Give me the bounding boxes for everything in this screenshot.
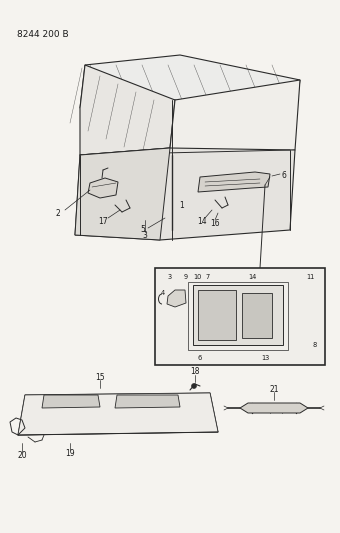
Text: 20: 20 [17, 451, 27, 461]
Polygon shape [115, 395, 180, 408]
Circle shape [191, 384, 197, 389]
Text: 10: 10 [193, 274, 201, 280]
Polygon shape [167, 290, 186, 307]
Text: 14: 14 [197, 217, 207, 227]
Text: 12: 12 [216, 302, 224, 308]
Text: 3: 3 [142, 231, 148, 240]
Text: 7: 7 [206, 274, 210, 280]
Polygon shape [240, 403, 308, 413]
Text: 4: 4 [161, 290, 165, 296]
Text: 5: 5 [140, 225, 146, 235]
Text: 8244 200 B: 8244 200 B [17, 30, 69, 39]
Text: 15: 15 [95, 373, 105, 382]
Bar [198, 290, 236, 340]
Text: 9: 9 [184, 274, 188, 280]
Bar [193, 285, 283, 345]
Text: 8: 8 [313, 342, 317, 348]
Polygon shape [18, 393, 218, 435]
Polygon shape [42, 395, 100, 408]
Text: 2: 2 [56, 208, 61, 217]
Text: 17: 17 [98, 216, 108, 225]
Polygon shape [80, 65, 175, 155]
Text: 14: 14 [248, 274, 256, 280]
Polygon shape [88, 178, 118, 198]
Text: 19: 19 [65, 449, 75, 458]
Text: 6: 6 [282, 172, 286, 181]
Polygon shape [75, 148, 170, 240]
Bar [155, 268, 325, 365]
Text: 11: 11 [306, 274, 314, 280]
Polygon shape [198, 172, 270, 192]
Text: 13: 13 [261, 355, 269, 361]
Polygon shape [170, 80, 300, 165]
Polygon shape [80, 55, 300, 115]
Text: 1: 1 [180, 200, 184, 209]
Text: 6: 6 [198, 355, 202, 361]
Bar [188, 282, 288, 350]
Bar [242, 293, 272, 338]
Text: 16: 16 [210, 220, 220, 229]
Text: 18: 18 [190, 367, 200, 376]
Polygon shape [75, 148, 295, 240]
Text: 3: 3 [168, 274, 172, 280]
Text: 21: 21 [269, 384, 279, 393]
Polygon shape [18, 393, 218, 435]
